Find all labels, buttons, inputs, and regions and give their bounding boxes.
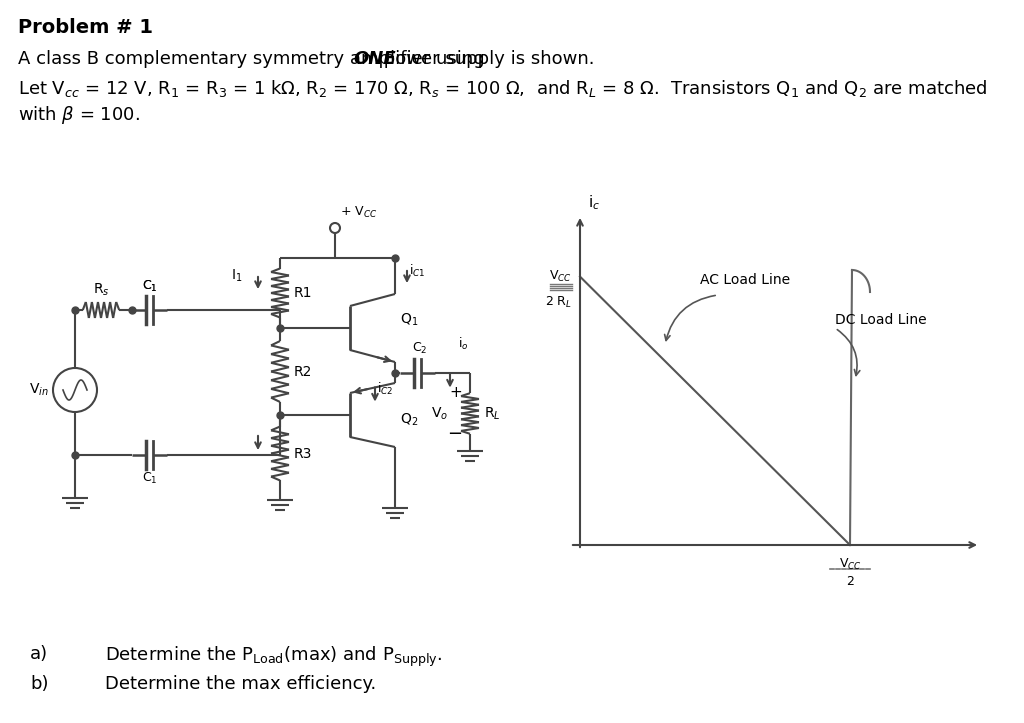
Text: ONE: ONE [353, 50, 396, 68]
Text: C$_1$: C$_1$ [141, 279, 158, 294]
Text: Determine the max efficiency.: Determine the max efficiency. [105, 675, 376, 693]
Text: Q$_1$: Q$_1$ [400, 312, 419, 328]
Text: AC Load Line: AC Load Line [700, 273, 791, 287]
Text: V$_{CC}$: V$_{CC}$ [549, 269, 572, 284]
Text: Problem # 1: Problem # 1 [18, 18, 153, 37]
Text: R$_s$: R$_s$ [93, 281, 110, 298]
Text: 2 R$_L$: 2 R$_L$ [545, 294, 572, 309]
Text: V$_o$: V$_o$ [431, 406, 449, 422]
Text: b): b) [30, 675, 48, 693]
Text: C$_2$: C$_2$ [413, 341, 428, 356]
Text: R$_L$: R$_L$ [484, 406, 501, 422]
Text: Let V$_{cc}$ = 12 V, R$_1$ = R$_3$ = 1 k$\Omega$, R$_2$ = 170 $\Omega$, R$_s$ = : Let V$_{cc}$ = 12 V, R$_1$ = R$_3$ = 1 k… [18, 78, 987, 99]
Text: with $\beta$ = 100.: with $\beta$ = 100. [18, 104, 140, 126]
Text: C$_1$: C$_1$ [141, 279, 158, 294]
Text: Q$_2$: Q$_2$ [400, 412, 418, 428]
Text: i$_c$: i$_c$ [588, 193, 600, 212]
Text: 2: 2 [846, 575, 854, 588]
Text: −: − [446, 426, 462, 443]
Text: +: + [450, 385, 462, 400]
Text: Determine the P$_{\mathrm{Load}}$(max) and P$_{\mathrm{Supply}}$.: Determine the P$_{\mathrm{Load}}$(max) a… [105, 645, 442, 669]
Text: R3: R3 [294, 447, 312, 461]
Text: i$_o$: i$_o$ [458, 336, 469, 353]
Text: + V$_{CC}$: + V$_{CC}$ [340, 205, 377, 220]
Text: a): a) [30, 645, 48, 663]
Text: R1: R1 [294, 286, 312, 300]
Text: power supply is shown.: power supply is shown. [378, 50, 595, 68]
Text: A class B complementary symmetry amplifier using: A class B complementary symmetry amplifi… [18, 50, 490, 68]
Text: i$_{C1}$: i$_{C1}$ [409, 263, 425, 279]
Text: I$_1$: I$_1$ [230, 268, 242, 284]
Text: i$_{C2}$: i$_{C2}$ [377, 380, 393, 397]
Text: R2: R2 [294, 364, 312, 379]
Text: C$_1$: C$_1$ [141, 471, 158, 486]
Text: V$_{CC}$: V$_{CC}$ [839, 557, 861, 572]
Text: DC Load Line: DC Load Line [835, 313, 927, 327]
Text: V$_{in}$: V$_{in}$ [29, 382, 49, 398]
